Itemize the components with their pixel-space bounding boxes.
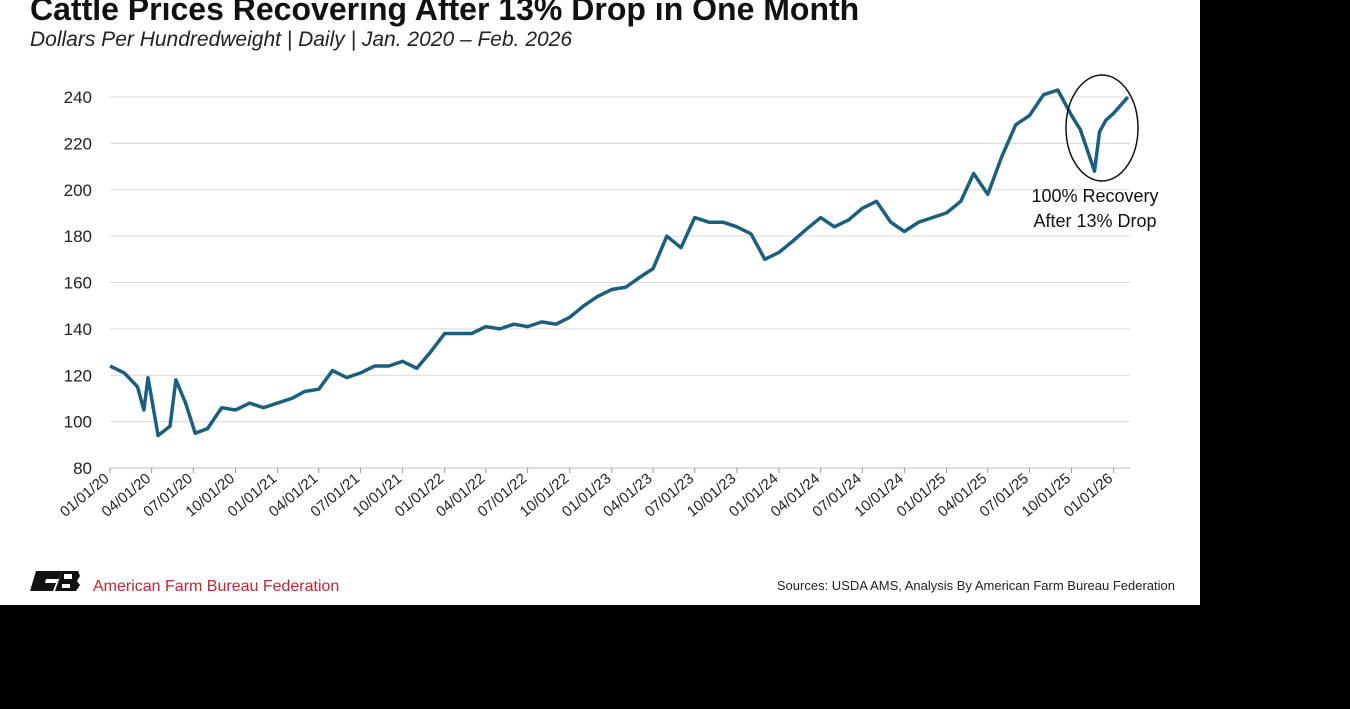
y-tick-label: 220	[64, 134, 92, 153]
logo	[30, 571, 80, 591]
y-tick-label: 180	[64, 227, 92, 246]
chart-subtitle: Dollars Per Hundredweight | Daily | Jan.…	[30, 28, 572, 51]
y-tick-label: 200	[64, 181, 92, 200]
data-line	[109, 88, 1130, 438]
source: Sources: USDA AMS, Analysis By American …	[777, 578, 1175, 593]
organization: American Farm Bureau Federation	[93, 578, 339, 595]
y-tick-label: 80	[73, 459, 92, 478]
chart-title: Cattle Prices Recovering After 13% Drop …	[30, 0, 859, 27]
annotation: 100% Recovery	[1031, 186, 1158, 206]
highlight-ellipse	[1065, 74, 1139, 182]
chart-panel	[0, 0, 1200, 605]
y-tick-label: 140	[64, 320, 92, 339]
annotation: After 13% Drop	[1033, 211, 1156, 231]
y-tick-label: 240	[64, 88, 92, 107]
y-tick-label: 120	[64, 366, 92, 385]
y-tick-label: 100	[64, 413, 92, 432]
y-tick-label: 160	[64, 274, 92, 293]
